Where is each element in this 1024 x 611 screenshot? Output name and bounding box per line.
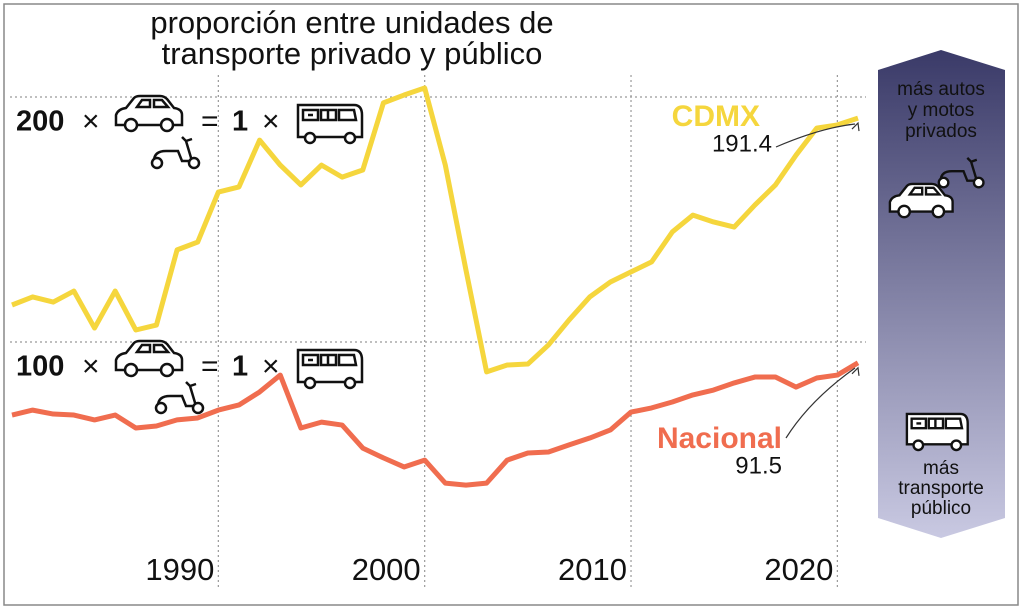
car-wheel bbox=[123, 117, 139, 133]
equation-equals: = bbox=[201, 350, 219, 383]
bus-windows bbox=[301, 353, 358, 367]
car-wheel bbox=[159, 117, 175, 133]
scooter-wheel bbox=[191, 401, 205, 415]
car-window bbox=[134, 98, 171, 109]
bus-wheel bbox=[303, 131, 317, 145]
arrow-head bbox=[851, 121, 860, 132]
scale-bottom-label: transporte bbox=[898, 478, 984, 499]
bus-icon bbox=[296, 348, 364, 390]
series-line bbox=[11, 85, 859, 375]
y-tick-label: 100 bbox=[16, 351, 64, 383]
arrow-head bbox=[851, 366, 860, 376]
equation-times: × bbox=[82, 350, 100, 383]
label-arrow bbox=[785, 367, 856, 439]
equation-times: × bbox=[262, 105, 280, 138]
bus-windows bbox=[910, 417, 964, 430]
car-window bbox=[134, 343, 171, 354]
chart-title: proporción entre unidades de bbox=[150, 5, 553, 40]
car-wheel bbox=[159, 362, 175, 378]
label-arrow bbox=[775, 123, 856, 148]
equation-times: × bbox=[82, 105, 100, 138]
equation-one: 1 bbox=[232, 106, 248, 138]
scooter-wheel bbox=[187, 156, 201, 170]
frame bbox=[3, 3, 1019, 606]
scooter-icon bbox=[150, 136, 201, 170]
car-wheel bbox=[931, 204, 946, 219]
x-tick-label: 2020 bbox=[764, 552, 833, 587]
car-icon bbox=[114, 339, 184, 378]
equation-one: 1 bbox=[232, 351, 248, 383]
scooter-wheel bbox=[937, 176, 950, 189]
scooter-wheel bbox=[154, 401, 168, 415]
bus-icon bbox=[905, 412, 969, 452]
bus-wheel bbox=[303, 376, 317, 390]
scale-top-label: privados bbox=[905, 121, 977, 142]
car-icon bbox=[114, 94, 184, 133]
x-tick-label: 2000 bbox=[352, 552, 421, 587]
x-tick-label: 1990 bbox=[145, 552, 214, 587]
scale-top-label: más autos bbox=[897, 79, 985, 100]
bus-windows bbox=[301, 108, 358, 122]
x-tick-label: 2010 bbox=[558, 552, 627, 587]
car-window bbox=[907, 186, 942, 196]
bus-wheel bbox=[912, 439, 925, 452]
end-value-label: 91.5 bbox=[735, 452, 782, 479]
series-label: CDMX bbox=[672, 100, 760, 133]
scale-bottom-label: más bbox=[923, 458, 959, 479]
scooter-wheel bbox=[150, 156, 164, 170]
car-wheel bbox=[123, 362, 139, 378]
scooter-icon bbox=[154, 381, 205, 415]
y-tick-label: 200 bbox=[16, 106, 64, 138]
end-value-label: 191.4 bbox=[712, 130, 772, 157]
scooter-wheel bbox=[972, 176, 985, 189]
bus-wheel bbox=[950, 439, 963, 452]
chart-title: transporte privado y público bbox=[162, 36, 543, 71]
scooter-icon bbox=[937, 157, 985, 189]
car-wheel bbox=[897, 204, 912, 219]
scale-bottom-label: público bbox=[911, 498, 971, 519]
bus-icon bbox=[296, 103, 364, 145]
equation-times: × bbox=[262, 350, 280, 383]
scale-top-label: y motos bbox=[908, 100, 975, 121]
bus-wheel bbox=[343, 376, 357, 390]
bus-wheel bbox=[343, 131, 357, 145]
series-label: Nacional bbox=[657, 422, 782, 455]
series-line bbox=[11, 360, 860, 488]
car-icon bbox=[888, 182, 954, 219]
equation-equals: = bbox=[201, 105, 219, 138]
